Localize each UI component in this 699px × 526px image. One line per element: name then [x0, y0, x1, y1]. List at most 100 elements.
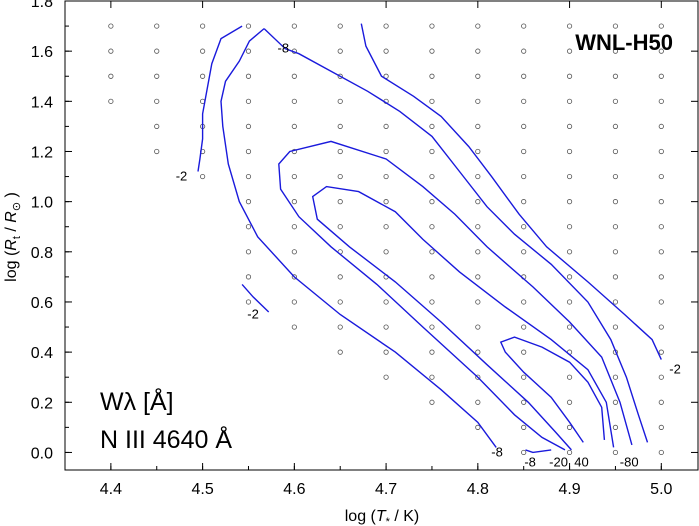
contour-line	[499, 336, 606, 443]
contour-line	[263, 28, 649, 443]
grid-point	[475, 148, 481, 155]
grid-point	[429, 73, 435, 79]
contour-line	[525, 449, 552, 454]
contour-label: -20	[549, 454, 568, 469]
grid-point	[429, 23, 435, 29]
grid-point	[521, 299, 527, 305]
grid-point	[658, 98, 664, 104]
grid-point	[475, 224, 481, 230]
grid-point	[658, 23, 664, 29]
grid-point	[337, 173, 343, 180]
x-tick-label: 4.4	[100, 481, 122, 498]
grid-point	[521, 123, 527, 130]
grid-point	[521, 73, 527, 79]
grid-point	[200, 23, 206, 29]
grid-point	[658, 374, 664, 380]
grid-point	[658, 199, 664, 205]
grid-point	[566, 249, 573, 255]
grid-point	[612, 199, 619, 205]
grid-point	[612, 23, 619, 29]
grid-point	[658, 148, 664, 155]
y-tick-label: 0.2	[31, 395, 53, 412]
grid-point	[245, 123, 252, 130]
grid-point	[429, 148, 435, 155]
grid-point	[658, 249, 664, 255]
grid-point	[245, 98, 252, 104]
grid-point	[291, 324, 297, 330]
grid-point	[521, 249, 527, 255]
grid-point	[383, 173, 389, 180]
contour-lines	[197, 23, 662, 454]
y-axis-ticks: 0.0 0.2 0.4 0.6 0.8 1.0 1.2 1.4 1.6 1.8	[31, 0, 698, 462]
grid-point	[658, 349, 664, 355]
x-tick-label: 4.5	[191, 481, 213, 498]
grid-point	[337, 299, 343, 305]
grid-point	[521, 374, 527, 380]
grid-point	[612, 73, 619, 79]
grid-point	[521, 424, 527, 430]
grid-point	[383, 123, 389, 130]
grid-point	[383, 249, 389, 255]
grid-point	[521, 449, 527, 456]
grid-point	[475, 199, 481, 205]
grid-point	[245, 224, 252, 230]
grid-point	[475, 324, 481, 330]
grid-point	[245, 148, 252, 155]
contour-line	[311, 185, 615, 451]
annotation-line-2: N III 4640 Å	[100, 424, 232, 454]
grid-point	[337, 23, 343, 29]
contour-label: -2	[247, 307, 259, 322]
grid-point	[658, 449, 664, 456]
grid-point	[337, 98, 343, 104]
grid-point	[566, 224, 573, 230]
model-grid-points	[108, 23, 664, 456]
y-tick-label: 0.4	[31, 345, 53, 362]
grid-point	[475, 173, 481, 180]
grid-point	[521, 324, 527, 330]
grid-point	[245, 274, 252, 280]
grid-point	[521, 173, 527, 180]
y-tick-label: 1.8	[31, 0, 53, 11]
grid-point	[429, 299, 435, 305]
grid-point	[337, 324, 343, 330]
grid-point	[245, 173, 252, 180]
grid-point	[383, 199, 389, 205]
grid-point	[658, 324, 664, 330]
y-tick-label: 0.8	[31, 245, 53, 262]
grid-point	[475, 73, 481, 79]
grid-point	[475, 123, 481, 130]
grid-point	[245, 299, 252, 305]
grid-point	[612, 449, 619, 456]
grid-point	[475, 299, 481, 305]
grid-point	[658, 274, 664, 280]
y-tick-label: 0.0	[31, 445, 53, 462]
grid-point	[566, 148, 573, 155]
contour-label: -80	[620, 454, 639, 469]
grid-point	[612, 48, 619, 54]
grid-point	[612, 399, 619, 405]
grid-point	[566, 123, 573, 130]
grid-point	[475, 249, 481, 255]
annotation-line-1: Wλ [Å]	[100, 386, 174, 416]
grid-point	[108, 48, 114, 54]
grid-point	[612, 274, 619, 280]
grid-point	[658, 73, 664, 79]
grid-point	[658, 48, 664, 54]
grid-point	[383, 23, 389, 29]
grid-point	[658, 399, 664, 405]
contour-labels: -8 -2 -2 -2 -8 -8 -20 40 -80	[176, 41, 681, 470]
grid-point	[612, 299, 619, 305]
grid-point	[291, 224, 297, 230]
contour-label: 40	[574, 454, 588, 469]
grid-point	[566, 48, 573, 54]
grid-point	[566, 23, 573, 29]
grid-point	[337, 48, 343, 54]
x-tick-label: 4.9	[558, 481, 580, 498]
grid-point	[291, 249, 297, 255]
grid-point	[383, 48, 389, 54]
grid-point	[154, 148, 160, 155]
x-tick-label: 5.0	[650, 481, 672, 498]
grid-point	[245, 249, 252, 255]
grid-point	[521, 148, 527, 155]
